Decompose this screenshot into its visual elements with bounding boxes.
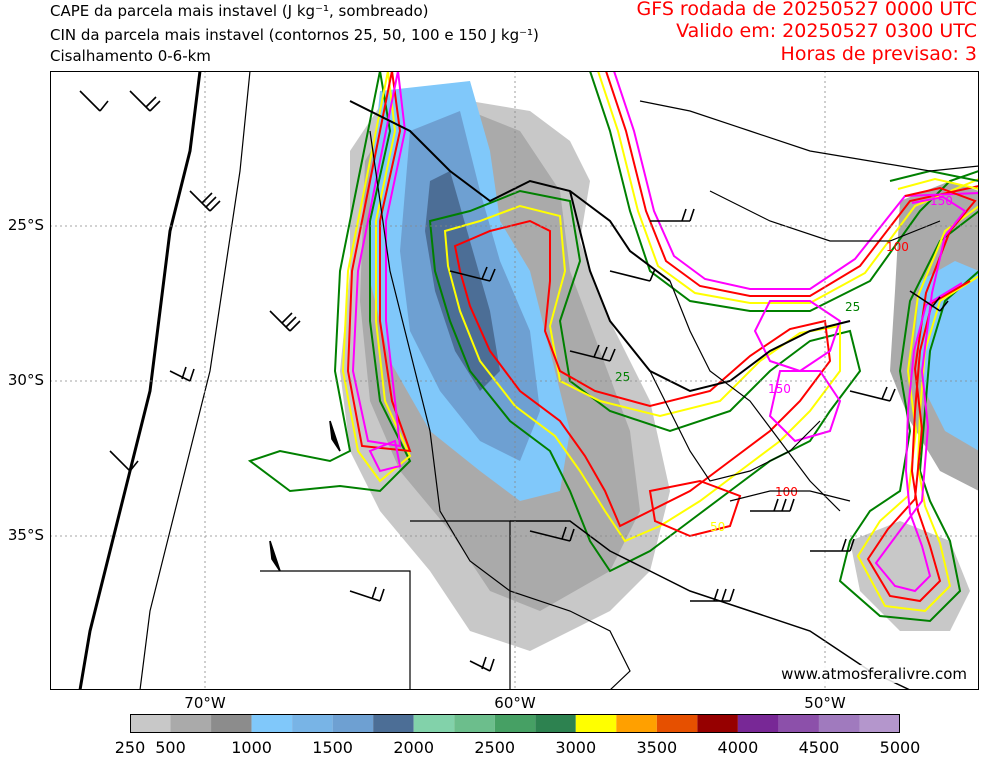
valid-time-label: Valido em: 20250527 0300 UTC (676, 20, 977, 42)
wind-barbs (79, 90, 949, 672)
colorbar-tick-label: 4000 (717, 738, 759, 757)
cin-contour-150 (613, 71, 979, 290)
cin-contour-50 (856, 177, 979, 613)
colorbar-swatch (170, 714, 212, 733)
cin-label-100: 100 (886, 240, 909, 254)
cin-contour-25 (247, 71, 412, 493)
colorbar-tick-label: 5000 (879, 738, 921, 757)
colorbar-tick-label: 4500 (798, 738, 840, 757)
colorbar-swatch (413, 714, 455, 733)
colorbar-tick-label: 250 (114, 738, 146, 757)
colorbar-swatch (211, 714, 252, 733)
lon-label-70w: 70°W (184, 694, 226, 712)
colorbar-swatch (373, 714, 414, 733)
colorbar-tick-label: 1500 (312, 738, 353, 757)
cin-contour-100 (866, 186, 977, 603)
map-frame (50, 71, 979, 690)
cin-contour-150 (874, 195, 967, 593)
colorbar-swatch (535, 714, 576, 733)
cin-contour-150 (351, 71, 407, 448)
colorbar-swatch (292, 714, 333, 733)
cin-label-25: 25 (845, 300, 860, 314)
title-shear: Cisalhamento 0-6-km (50, 47, 211, 65)
cin-label-50: 50 (710, 520, 725, 534)
cin-label-100: 100 (775, 485, 798, 499)
colorbar-swatch (251, 714, 293, 733)
cin-contour-25 (428, 189, 862, 573)
colorbar-swatch (332, 714, 374, 733)
cin-contour-150 (368, 439, 402, 473)
colorbar-tick-label: 3000 (555, 738, 597, 757)
cin-label-150: 150 (768, 382, 791, 396)
lon-label-60w: 60°W (494, 694, 536, 712)
cin-contour-100 (648, 479, 742, 538)
colorbar-tick-label: 500 (155, 738, 186, 757)
title-cin: CIN da parcela mais instavel (contornos … (50, 26, 539, 44)
lat-label-25s: 25°S (7, 216, 44, 234)
colorbar-swatch (454, 714, 495, 733)
cin-label-150: 150 (930, 194, 953, 208)
cin-contour-value-labels: 25 25 50 100 100 150 150 (615, 194, 953, 534)
cape-shading (340, 81, 979, 651)
lon-label-50w: 50°W (804, 694, 846, 712)
colorbar-tick-label: 3500 (636, 738, 678, 757)
cin-contour-100 (605, 71, 979, 297)
cape-colorbar (130, 714, 900, 733)
title-cape: CAPE da parcela mais instavel (J kg⁻¹, s… (50, 2, 429, 20)
forecast-hours-label: Horas de previsao: 3 (780, 43, 977, 65)
colorbar-swatch (656, 714, 698, 733)
colorbar-swatch (778, 714, 819, 733)
colorbar-tick-label: 2000 (393, 738, 435, 757)
colorbar-swatch (697, 714, 738, 733)
cin-contours (247, 71, 979, 623)
cin-contour-25 (589, 71, 979, 312)
credit-watermark: www.atmosferalivre.com (777, 665, 971, 683)
colorbar-swatch (859, 714, 900, 733)
colorbar-swatch (818, 714, 860, 733)
colorbar-swatch (130, 714, 171, 733)
colorbar-swatch (575, 714, 617, 733)
weather-map: 25 25 50 100 100 150 150 (50, 71, 979, 690)
cin-contour-50 (597, 71, 979, 304)
cin-contour-150 (753, 300, 842, 373)
colorbar-swatch (737, 714, 779, 733)
cin-contour-150 (768, 370, 842, 443)
political-borders (78, 71, 979, 690)
graticule (50, 71, 979, 690)
colorbar-tick-label: 2500 (474, 738, 516, 757)
colorbar-swatch (616, 714, 657, 733)
lat-label-35s: 35°S (7, 526, 44, 544)
colorbar-tick-label: 1000 (231, 738, 272, 757)
cin-contour-100 (346, 71, 412, 453)
colorbar-border (130, 714, 900, 733)
colorbar-swatch (494, 714, 536, 733)
cin-label-25: 25 (615, 370, 630, 384)
lat-label-30s: 30°S (7, 371, 44, 389)
model-run-label: GFS rodada de 20250527 0000 UTC (636, 0, 977, 20)
cin-contour-50 (341, 71, 412, 483)
cin-contour-25 (838, 169, 979, 623)
